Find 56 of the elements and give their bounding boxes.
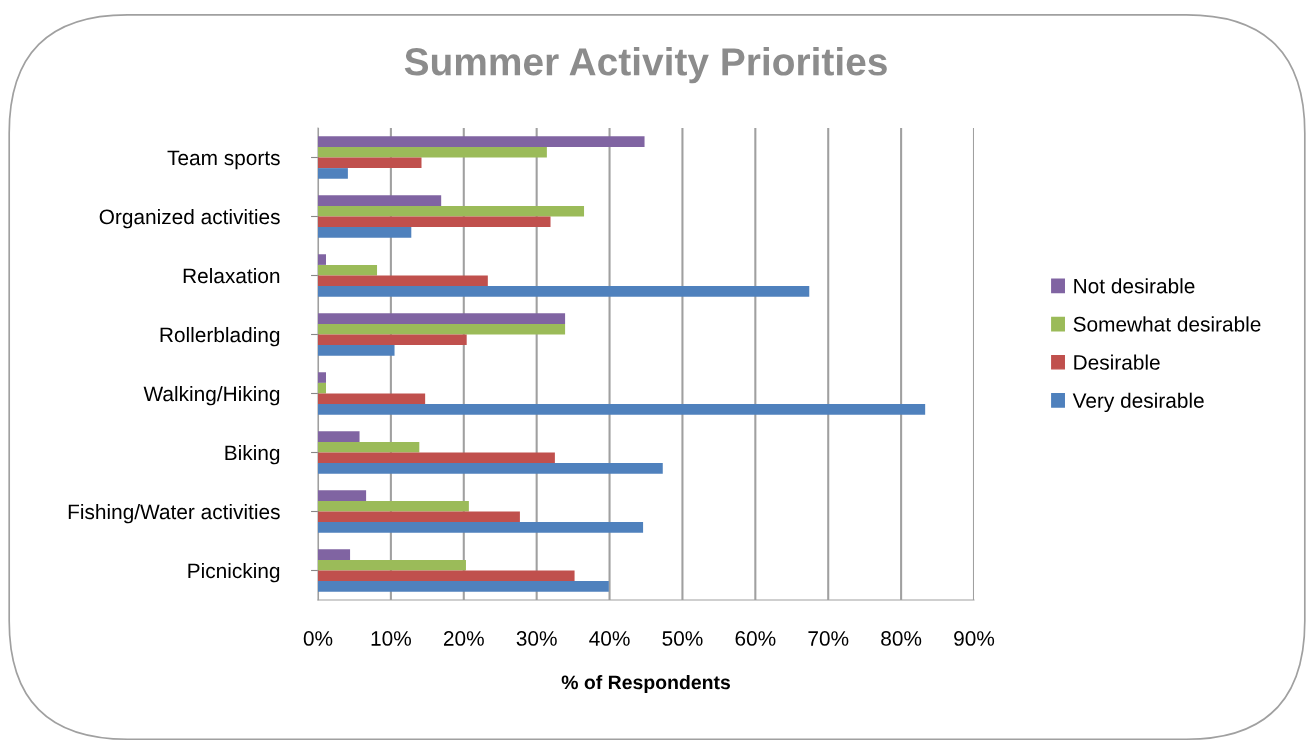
bar (318, 216, 551, 228)
y-tick-label: Team sports (167, 150, 280, 170)
bar (318, 522, 644, 533)
y-tick-label: Rollerblading (160, 326, 280, 347)
bar (318, 205, 585, 217)
x-tick-label: 80% (881, 631, 922, 646)
legend-label: Desirable (1074, 354, 1160, 370)
bar (318, 275, 488, 287)
x-tick-label: 70% (808, 631, 849, 646)
chart-title: Summer Activity Priorities (404, 47, 887, 84)
bar (318, 195, 442, 206)
y-tick-label: Fishing/Water activities (68, 503, 280, 524)
x-tick-label: 40% (589, 631, 630, 646)
bar (318, 136, 645, 147)
legend-label: Not desirable (1074, 278, 1195, 294)
bar (318, 393, 426, 405)
y-tick-label: Walking/Hiking (143, 385, 280, 406)
x-axis-title: % of Respondents (561, 674, 731, 694)
x-tick-label: 60% (735, 631, 776, 646)
bar (318, 559, 466, 571)
bar (318, 452, 555, 464)
bar (318, 313, 566, 324)
bar (318, 463, 663, 474)
bar (318, 254, 327, 265)
bar (318, 490, 367, 501)
bar (318, 227, 412, 238)
x-tick-label: 90% (954, 631, 995, 646)
bar (318, 441, 420, 453)
x-tick-label: 10% (371, 631, 411, 646)
x-tick-label: 20% (443, 631, 484, 646)
bar (318, 404, 926, 415)
bar (318, 286, 810, 297)
legend-label: Very desirable (1072, 392, 1204, 413)
bar (318, 345, 395, 356)
bar (318, 334, 467, 346)
bar (318, 500, 469, 512)
bar (318, 431, 360, 442)
bar (318, 581, 609, 592)
bar (318, 511, 520, 523)
legend-label: Somewhat desirable (1073, 316, 1261, 332)
y-tick-label: Organized activities (99, 208, 280, 229)
y-tick-label: Biking (225, 444, 280, 465)
bar (318, 264, 378, 276)
bar (318, 570, 575, 582)
bar (318, 323, 566, 335)
x-tick-label: 30% (516, 631, 557, 646)
bar (318, 157, 422, 169)
y-tick-label: Relaxation (183, 267, 280, 284)
x-tick-label: 0% (303, 631, 333, 646)
bar (318, 549, 351, 560)
bar (318, 146, 547, 158)
bar (318, 168, 348, 179)
bar (318, 382, 327, 394)
y-tick-label: Picnicking (188, 562, 280, 583)
x-tick-label: 50% (662, 631, 703, 646)
bar (318, 372, 327, 383)
